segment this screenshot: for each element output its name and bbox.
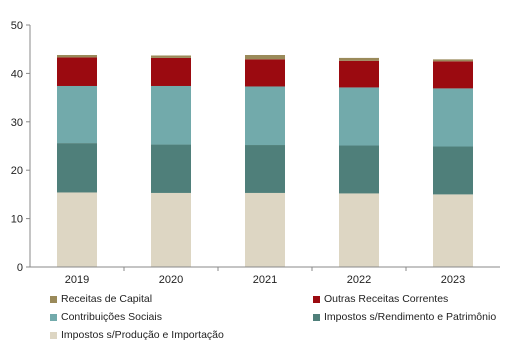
x-tick-label: 2023 <box>441 274 465 286</box>
bar-segment-2022-series-1 <box>339 145 379 194</box>
x-tick-label: 2019 <box>65 274 89 286</box>
y-tick-label: 0 <box>17 262 23 274</box>
x-axis-ticks: 2019 2020 2021 2022 2023 <box>65 267 465 286</box>
bar-segment-2023-series-2 <box>433 88 473 147</box>
bar-segment-2019-series-1 <box>57 143 97 193</box>
x-tick-label: 2020 <box>159 274 183 286</box>
y-tick-label: 10 <box>11 214 23 226</box>
bar-segment-2023-series-0 <box>433 194 473 267</box>
bar-segment-2020-series-2 <box>151 85 191 145</box>
bar-segment-2022-series-4 <box>339 57 379 61</box>
bar-segment-2023-series-1 <box>433 146 473 195</box>
bar-segment-2021-series-0 <box>245 192 285 267</box>
bar-segment-2020-series-4 <box>151 55 191 58</box>
bar-segment-2019-series-0 <box>57 192 97 267</box>
bar-segment-2020-series-1 <box>151 144 191 193</box>
x-tick-label: 2022 <box>347 274 371 286</box>
bar-segment-2022-series-3 <box>339 60 379 88</box>
y-axis-ticks: 0 10 20 30 40 50 <box>11 20 30 274</box>
bar-segment-2019-series-2 <box>57 85 97 144</box>
y-tick-label: 30 <box>11 117 23 129</box>
bar-segment-2021-series-1 <box>245 145 285 193</box>
bar-segment-2021-series-3 <box>245 59 285 87</box>
bar-segment-2020-series-0 <box>151 192 191 267</box>
bar-segment-2022-series-0 <box>339 193 379 267</box>
x-tick-label: 2021 <box>253 274 277 286</box>
y-tick-label: 20 <box>11 165 23 177</box>
bar-segment-2023-series-3 <box>433 61 473 89</box>
bar-segment-2021-series-4 <box>245 55 285 60</box>
bar-segment-2022-series-2 <box>339 87 379 146</box>
bar-segment-2020-series-3 <box>151 57 191 86</box>
bar-segment-2019-series-3 <box>57 57 97 86</box>
y-tick-label: 50 <box>11 20 23 32</box>
y-tick-label: 40 <box>11 68 23 80</box>
bar-segment-2023-series-4 <box>433 59 473 62</box>
bar-segment-2019-series-4 <box>57 55 97 58</box>
bar-segments <box>57 55 473 267</box>
bar-segment-2021-series-2 <box>245 86 285 146</box>
